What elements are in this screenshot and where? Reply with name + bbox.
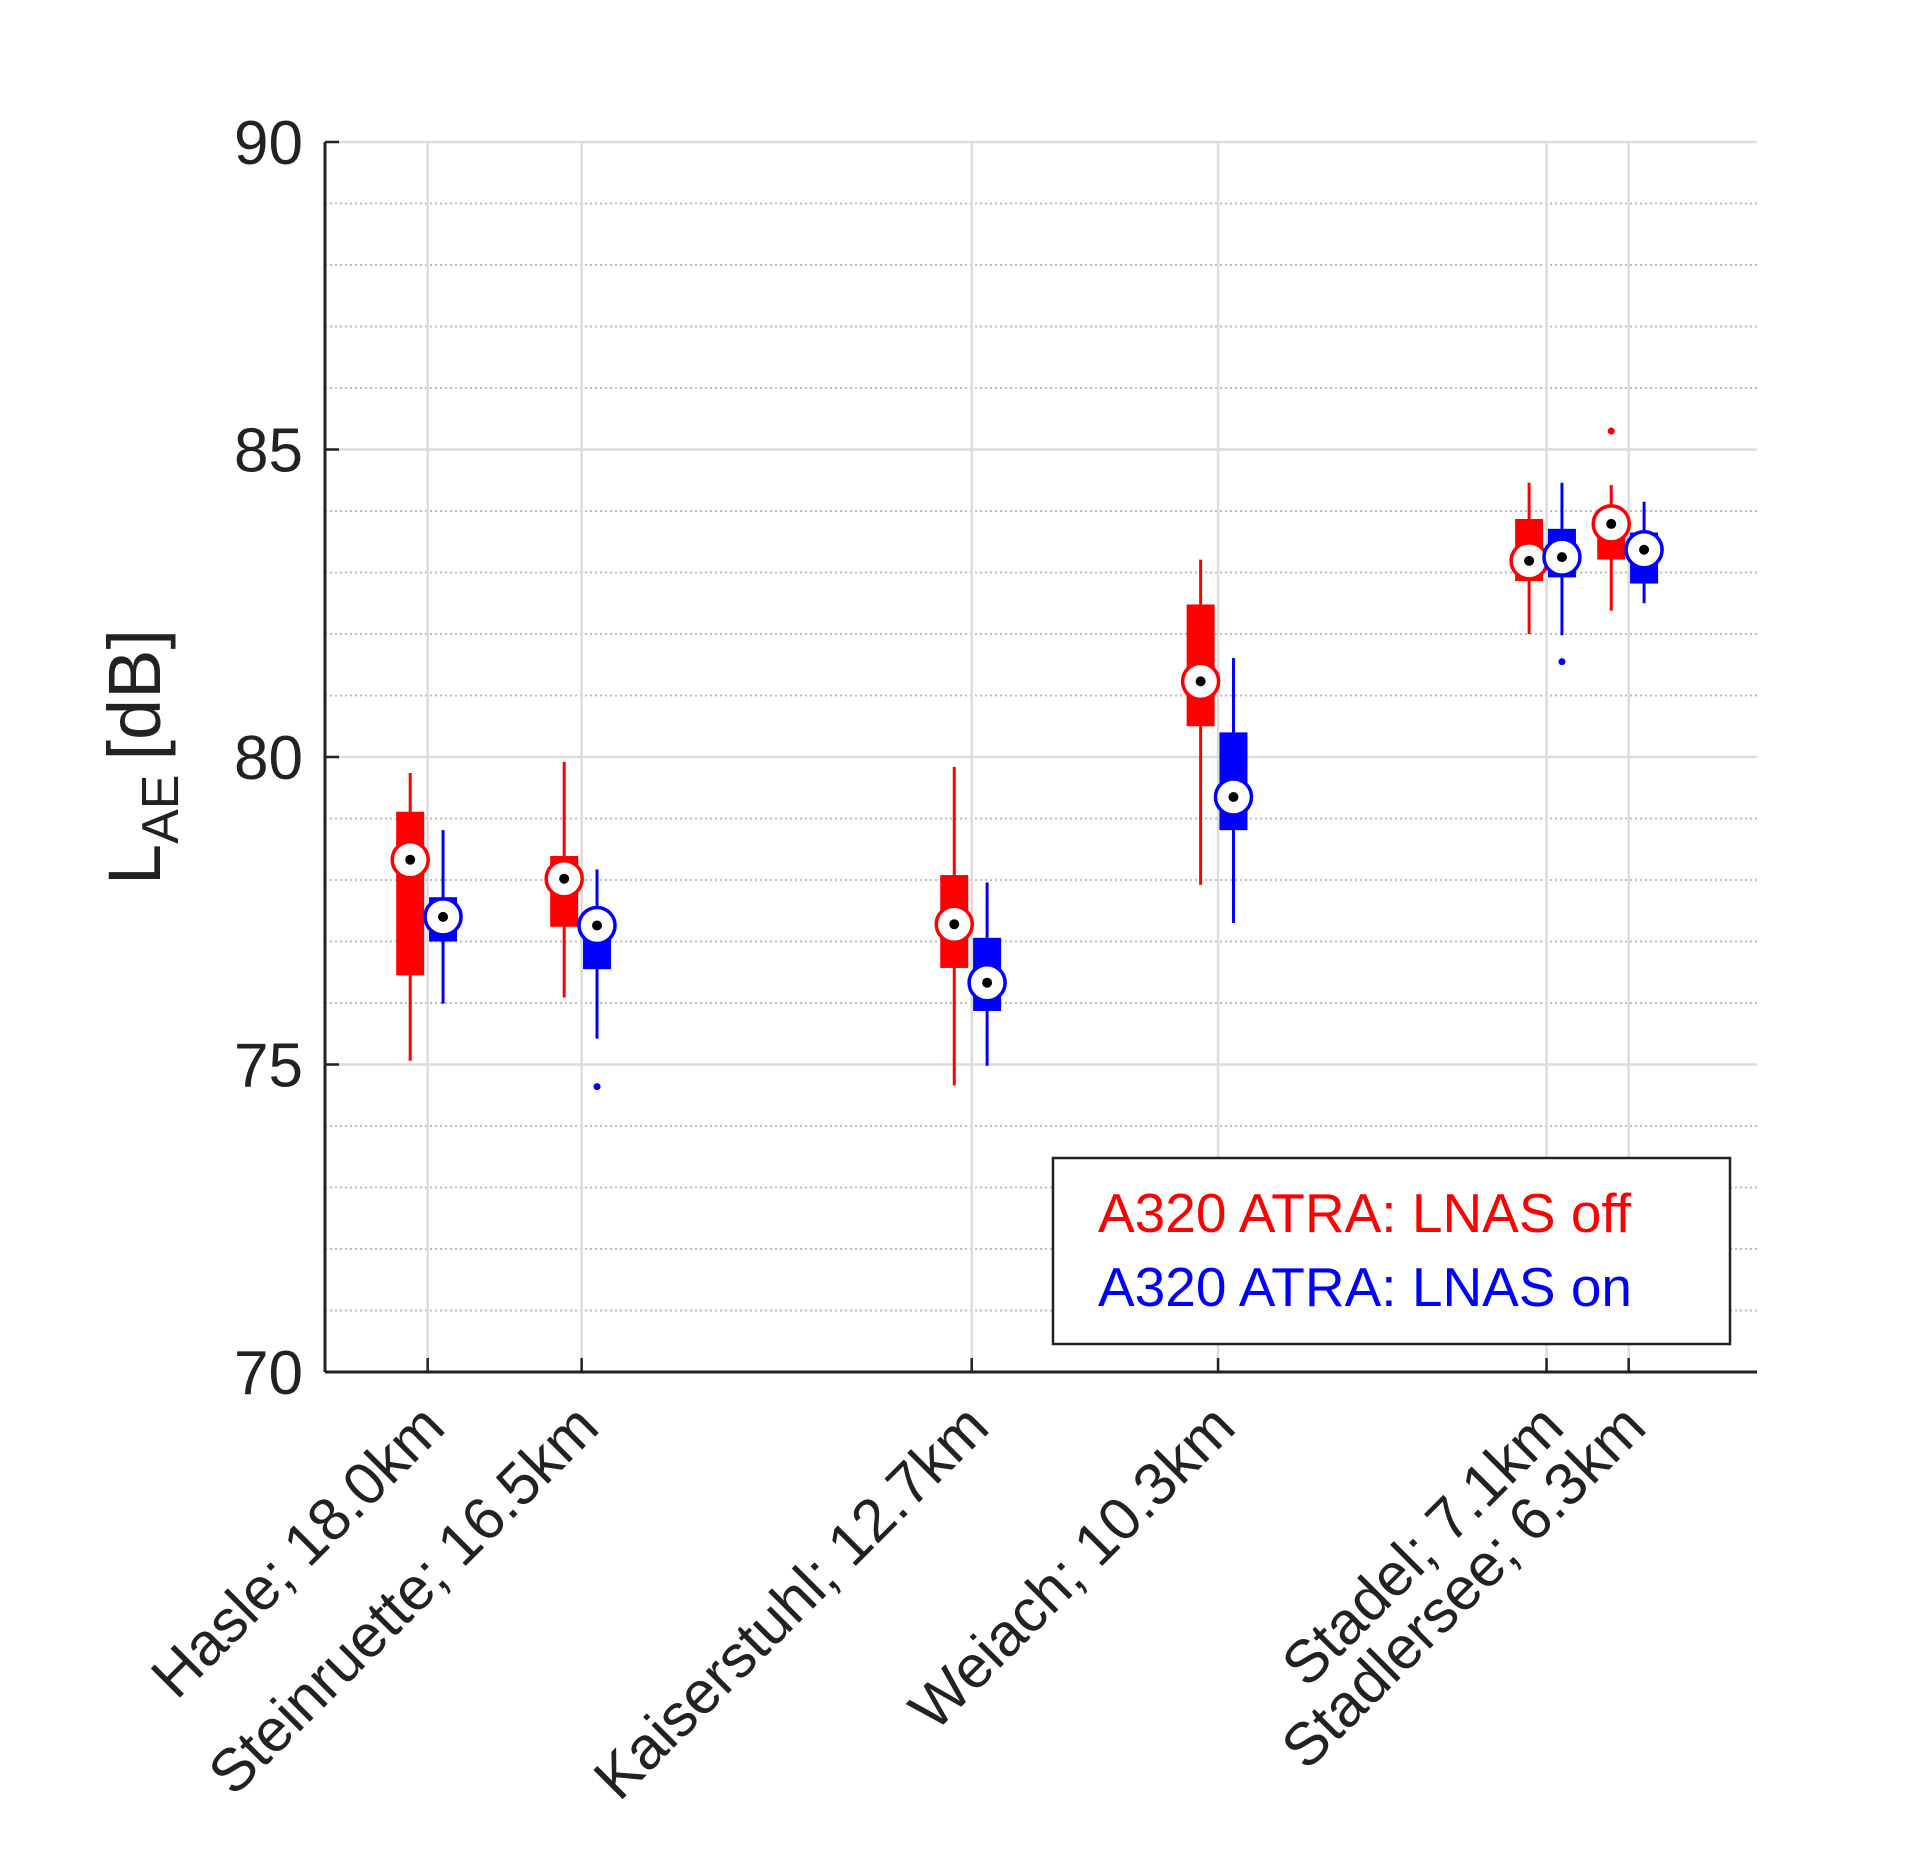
series-lnas-on <box>423 482 1664 1091</box>
legend: A320 ATRA: LNAS off A320 ATRA: LNAS on <box>1051 1156 1732 1346</box>
legend-entry-lnas-off: A320 ATRA: LNAS off <box>1098 1182 1632 1244</box>
median-dot <box>1639 544 1650 555</box>
y-axis-label-subscript: AE <box>132 775 190 844</box>
box <box>396 811 425 976</box>
y-tick-label: 75 <box>234 1032 303 1101</box>
y-tick-label: 90 <box>234 109 303 178</box>
x-tick-label: Kaiserstuhl; 12.7km <box>581 1392 1001 1812</box>
svg-text:LAE[dB]: LAE [dB] <box>93 629 190 885</box>
y-tick-label: 70 <box>234 1339 303 1408</box>
outlier-point <box>1607 427 1615 435</box>
y-axis-label-main: L <box>93 844 176 885</box>
outlier-point <box>1558 658 1566 666</box>
median-dot <box>438 911 449 922</box>
outlier-point <box>593 1083 601 1091</box>
median-dot <box>982 977 993 988</box>
box-series <box>390 427 1664 1091</box>
median-dot <box>1606 518 1617 529</box>
y-tick-label: 80 <box>234 724 303 793</box>
y-tick-label: 85 <box>234 417 303 486</box>
legend-box <box>1051 1156 1732 1346</box>
x-tick-label: Stadlersee; 6.3km <box>1269 1392 1658 1781</box>
median-dot <box>949 919 960 930</box>
median-dot <box>1524 555 1535 566</box>
grid <box>325 140 1757 1374</box>
series-lnas-off <box>390 427 1631 1086</box>
y-axis-label-unit: [dB] <box>93 629 176 761</box>
median-dot <box>1228 791 1239 802</box>
median-dot <box>592 920 603 931</box>
median-dot <box>1556 552 1567 563</box>
y-axis-label: LAE [dB] <box>93 629 190 885</box>
median-dot <box>405 854 416 865</box>
median-dot <box>1195 676 1206 687</box>
legend-entry-lnas-on: A320 ATRA: LNAS on <box>1098 1256 1632 1318</box>
median-dot <box>559 873 570 884</box>
